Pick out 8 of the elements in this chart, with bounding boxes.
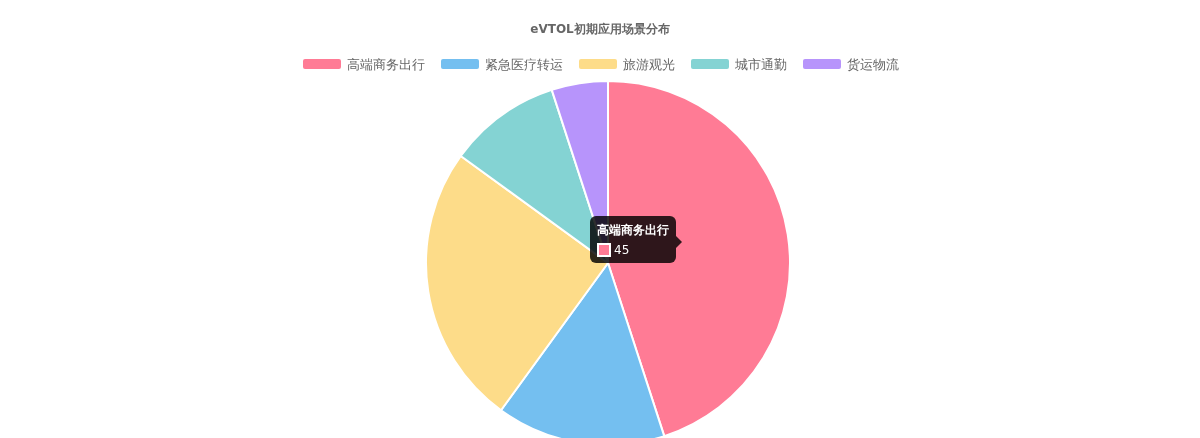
data-label: 45 bbox=[614, 243, 630, 257]
legend-label: 旅游观光 bbox=[623, 56, 675, 72]
legend-label: 城市通勤 bbox=[734, 56, 787, 72]
chart-title: eVTOL初期应用场景分布 bbox=[530, 22, 670, 36]
legend-label: 紧急医疗转运 bbox=[485, 56, 563, 72]
legend-label: 高端商务出行 bbox=[347, 56, 425, 72]
legend-label: 货运物流 bbox=[847, 56, 899, 72]
slice-label: 高端商务出行 bbox=[597, 222, 669, 239]
